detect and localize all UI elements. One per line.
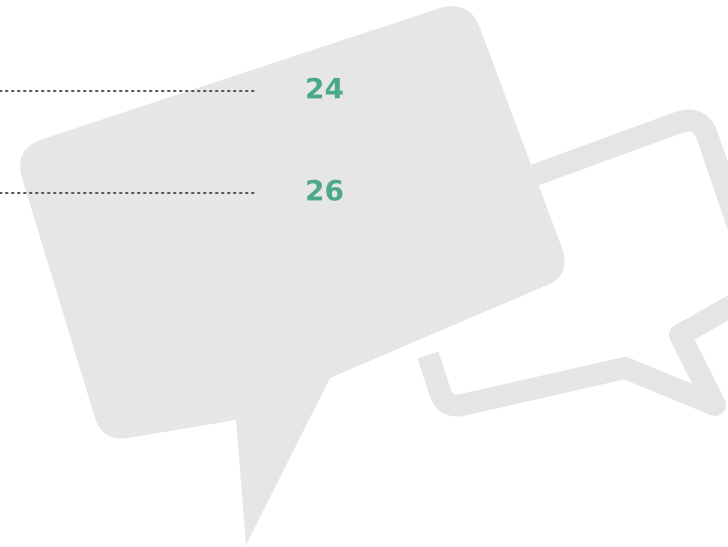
filled-bubble xyxy=(20,6,565,545)
toc-page: 24 26 xyxy=(0,0,728,547)
page: 24 26 (() => { const data = JSON.parse(d… xyxy=(0,0,728,547)
page-number: 24 xyxy=(305,72,344,105)
page-number: 26 xyxy=(305,174,344,207)
